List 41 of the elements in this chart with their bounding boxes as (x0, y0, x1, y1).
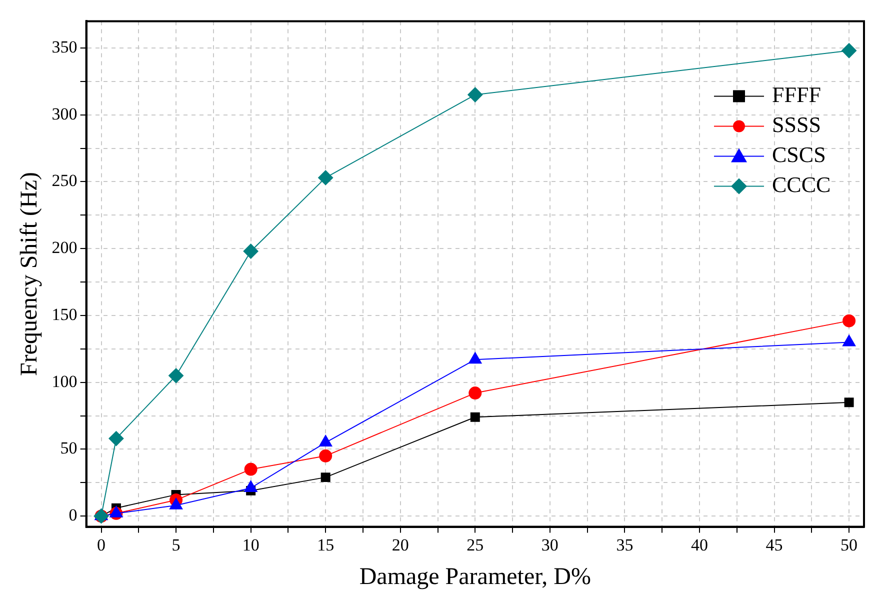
y-tick-label: 0 (68, 506, 78, 525)
legend-label: CCCC (772, 172, 831, 197)
y-tick-label: 100 (52, 372, 78, 391)
x-tick-label: 10 (242, 535, 260, 554)
x-tick-label: 45 (766, 535, 783, 554)
x-axis-title: Damage Parameter, D% (359, 564, 591, 590)
y-tick-label: 150 (52, 304, 78, 324)
x-tick-label: 40 (690, 535, 708, 554)
x-tick-label: 30 (541, 535, 558, 554)
x-tick-label: 35 (616, 535, 634, 554)
point (243, 244, 258, 259)
y-tick-label: 200 (52, 238, 78, 258)
point (468, 386, 482, 400)
y-axis-title: Frequency Shift (Hz) (16, 172, 43, 376)
point (468, 352, 482, 364)
x-tick-label: 15 (317, 535, 334, 554)
point (244, 462, 258, 476)
legend-label: CSCS (772, 142, 826, 167)
y-tick-label: 50 (60, 438, 78, 458)
point (319, 449, 332, 462)
point (244, 480, 258, 492)
x-tick-label: 25 (466, 535, 484, 554)
y-tick-label: 300 (52, 104, 78, 124)
y-tick-label: 350 (52, 37, 78, 56)
point (842, 314, 856, 328)
point (468, 87, 483, 102)
x-tick-label: 5 (172, 535, 180, 554)
x-tick-label: 0 (97, 535, 106, 554)
point (318, 170, 334, 186)
y-tick-label: 250 (52, 171, 78, 190)
point (844, 398, 854, 408)
legend-label: SSSS (772, 112, 821, 137)
point (168, 368, 184, 384)
x-tick-label: 50 (840, 535, 858, 554)
point (842, 43, 857, 58)
legend-label: FFFF (772, 82, 821, 107)
point (470, 412, 480, 422)
point (319, 435, 332, 447)
point (108, 431, 124, 446)
x-tick-label: 20 (392, 535, 409, 554)
point (320, 472, 330, 482)
